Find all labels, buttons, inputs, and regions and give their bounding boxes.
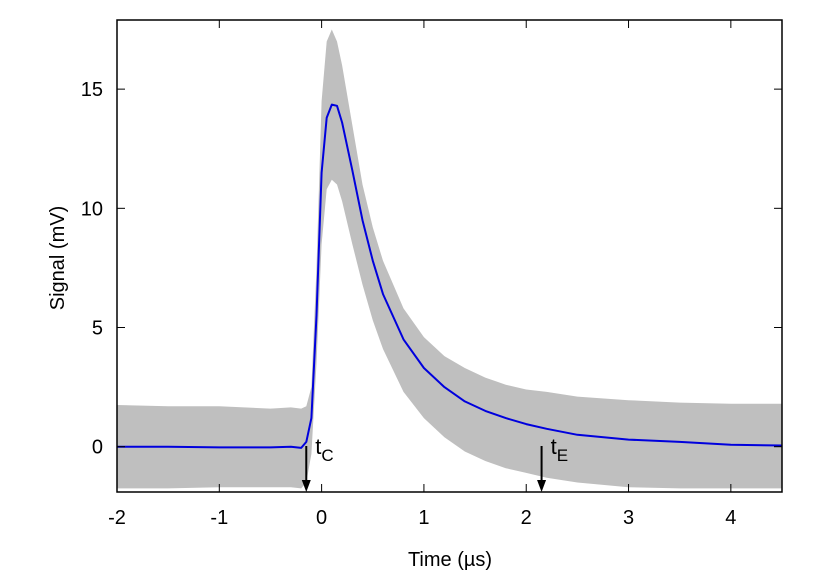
annotation-arrow-head <box>537 480 547 492</box>
plot-frame <box>116 19 783 493</box>
annotation-arrow-head <box>301 480 311 492</box>
y-tick-labels: 0 5 10 15 <box>81 79 103 459</box>
uncertainty-band-layer <box>117 29 782 489</box>
y-tick-label: 15 <box>81 79 103 101</box>
x-tick-labels: -2 -1 0 1 2 3 4 <box>108 507 736 529</box>
mean-signal-line <box>117 103 783 449</box>
annotation-label: tC <box>315 434 333 465</box>
y-tick-label: 10 <box>81 198 103 220</box>
y-tick-label: 5 <box>92 318 103 340</box>
y-tick-label: 0 <box>92 437 103 459</box>
x-tick-label: 4 <box>725 507 736 529</box>
y-axis-label: Signal (mV) <box>47 206 69 310</box>
x-tick-label: -2 <box>108 507 126 529</box>
x-tick-label: 3 <box>623 507 634 529</box>
x-tick-label: 1 <box>418 507 429 529</box>
mean-signal-line-layer <box>117 103 783 449</box>
uncertainty-band <box>117 29 782 489</box>
x-tick-label: 0 <box>316 507 327 529</box>
tick-marks <box>116 20 782 492</box>
x-axis-label: Time (µs) <box>408 549 492 571</box>
x-tick-label: -1 <box>210 507 228 529</box>
x-tick-label: 2 <box>521 507 532 529</box>
